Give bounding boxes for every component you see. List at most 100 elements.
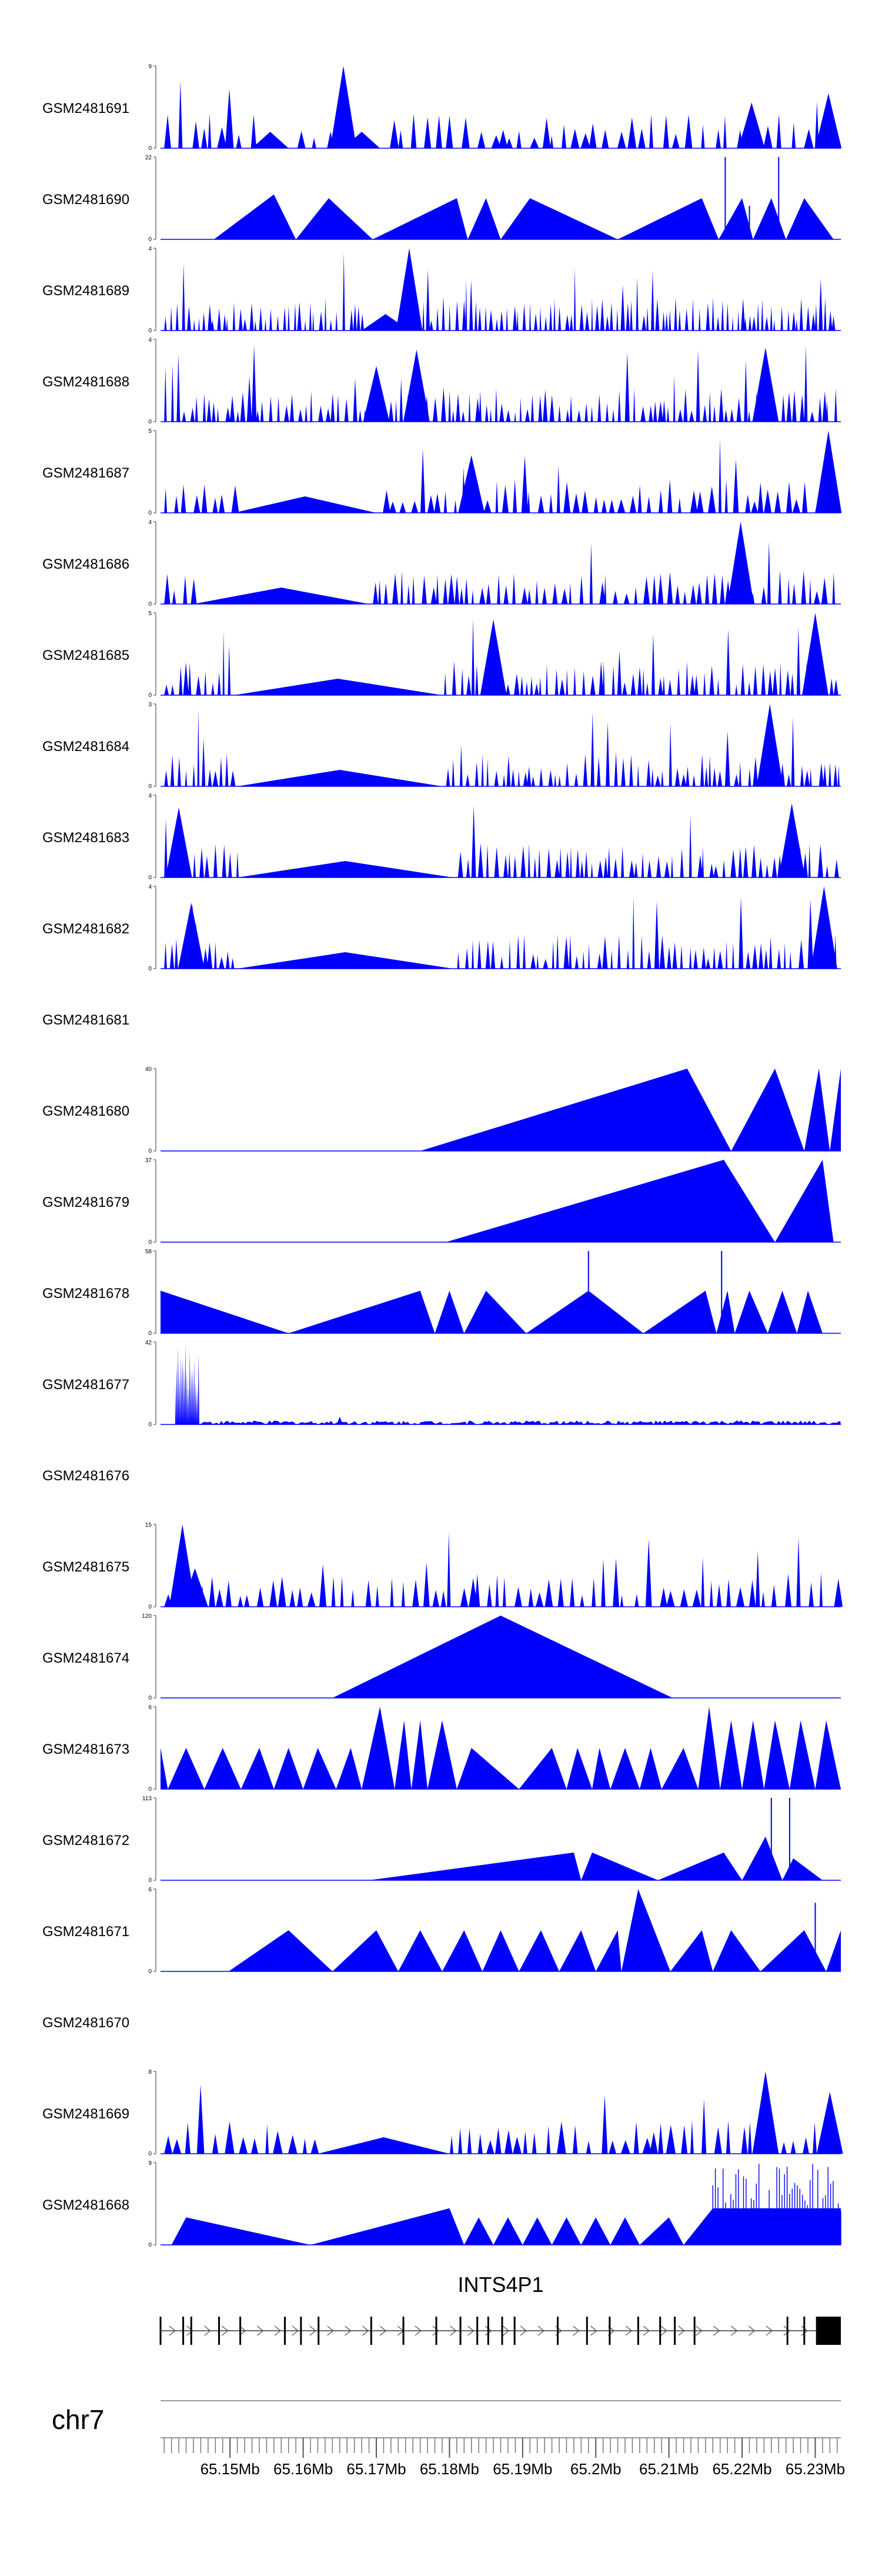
strand-arrow	[660, 2325, 667, 2336]
y-max-label: 6	[148, 1704, 152, 1711]
sample-label: GSM2481688	[42, 374, 129, 390]
y-min-label: 0	[148, 1148, 152, 1154]
sample-label: GSM2481680	[42, 1103, 129, 1119]
sample-label: GSM2481672	[42, 1833, 129, 1848]
track-gsm2481678-coverage	[161, 1290, 823, 1333]
track-gsm2481672-coverage	[369, 1836, 823, 1880]
y-min-label: 0	[148, 145, 152, 152]
track-gsm2481690-coverage	[213, 194, 834, 239]
track-gsm2481688-peak	[403, 349, 430, 422]
sample-label: GSM2481679	[42, 1194, 129, 1210]
strand-arrow	[783, 2325, 790, 2336]
track-gsm2481691-peak	[330, 66, 357, 148]
y-max-label: 4	[148, 519, 152, 526]
y-min-label: 0	[148, 1968, 152, 1975]
y-min-label: 0	[148, 1786, 152, 1793]
strand-arrow	[485, 2325, 492, 2336]
y-min-label: 0	[148, 2242, 152, 2248]
strand-arrow	[432, 2325, 439, 2336]
track-gsm2481677-peak	[336, 1416, 343, 1424]
track-gsm2481677-burst	[175, 1342, 199, 1424]
strand-arrow	[379, 2325, 387, 2336]
strand-arrow	[467, 2325, 475, 2336]
track-gsm2481669-peak	[816, 2092, 843, 2154]
track-gsm2481687-peak	[458, 455, 485, 513]
track-gsm2481682-gap-bridge	[237, 952, 453, 969]
sample-label: GSM2481669	[42, 2106, 129, 2122]
y-min-label: 0	[148, 601, 152, 608]
sample-label: GSM2481668	[42, 2197, 129, 2213]
y-max-label: 6	[148, 1887, 152, 1893]
strand-arrow	[625, 2325, 633, 2336]
strand-arrow	[169, 2325, 176, 2336]
sample-label: GSM2481687	[42, 465, 129, 481]
y-max-label: 58	[145, 1249, 152, 1255]
y-max-label: 22	[145, 155, 152, 161]
y-max-label: 4	[148, 884, 152, 890]
strand-arrow	[274, 2325, 282, 2336]
strand-arrow	[573, 2325, 580, 2336]
strand-arrow	[590, 2325, 597, 2336]
track-gsm2481684-coverage	[161, 709, 841, 786]
track-gsm2481691-gap-bridge	[252, 132, 289, 148]
track-gsm2481682-peak	[811, 886, 837, 969]
sample-label: GSM2481670	[42, 2015, 129, 2031]
y-min-label: 0	[148, 1330, 152, 1337]
strand-arrow	[415, 2325, 422, 2336]
y-min-label: 0	[148, 783, 152, 790]
genome-tick-label: 65.2Mb	[570, 2460, 622, 2478]
track-gsm2481685-peak	[480, 619, 507, 695]
track-gsm2481688-peak	[363, 366, 390, 422]
strand-arrow	[239, 2325, 246, 2336]
track-gsm2481671-coverage	[228, 1889, 841, 1971]
genome-tick-label: 65.18Mb	[420, 2460, 479, 2478]
track-gsm2481685-gap-bridge	[233, 679, 442, 695]
track-gsm2481684-gap-bridge	[237, 770, 442, 786]
y-max-label: 9	[148, 2160, 152, 2167]
track-gsm2481677-tail	[199, 1420, 841, 1424]
strand-arrow	[256, 2325, 264, 2336]
strand-arrow	[502, 2325, 510, 2336]
track-gsm2481683-peak	[165, 807, 192, 877]
track-gsm2481669-gap-bridge	[318, 2137, 450, 2154]
track-gsm2481669-coverage	[161, 2084, 841, 2154]
y-max-label: 15	[145, 1522, 152, 1529]
y-max-label: 5	[148, 610, 152, 617]
track-gsm2481687-gap-bridge	[233, 496, 376, 513]
track-gsm2481685-peak	[802, 613, 828, 695]
track-gsm2481673-coverage	[161, 1707, 841, 1789]
genome-tick-label: 65.15Mb	[201, 2460, 260, 2478]
sample-label: GSM2481682	[42, 921, 129, 937]
genome-tick-label: 65.19Mb	[493, 2460, 552, 2478]
y-max-label: 42	[145, 1340, 152, 1346]
sample-label: GSM2481686	[42, 556, 129, 572]
genome-tick-label: 65.16Mb	[273, 2460, 333, 2478]
track-gsm2481686-peak	[727, 522, 754, 604]
strand-arrow	[204, 2325, 211, 2336]
strand-arrow	[713, 2325, 720, 2336]
track-gsm2481682-coverage	[161, 896, 841, 969]
y-max-label: 4	[148, 337, 152, 343]
y-min-label: 0	[148, 236, 152, 243]
strand-arrow	[186, 2325, 193, 2336]
gene-name: INTS4P1	[457, 2273, 543, 2297]
strand-arrow	[748, 2325, 756, 2336]
track-gsm2481687-peak	[815, 431, 842, 513]
y-min-label: 0	[148, 1604, 152, 1610]
strand-arrow	[345, 2325, 352, 2336]
track-gsm2481691-peak	[738, 102, 765, 148]
strand-arrow	[801, 2325, 808, 2336]
strand-arrow	[362, 2325, 369, 2336]
sample-label: GSM2481678	[42, 1286, 129, 1302]
strand-arrow	[696, 2325, 703, 2336]
y-min-label: 0	[148, 2151, 152, 2157]
strand-arrow	[537, 2325, 544, 2336]
y-max-label: 8	[148, 2069, 152, 2076]
strand-arrow	[643, 2325, 650, 2336]
y-min-label: 0	[148, 875, 152, 881]
y-max-label: 120	[142, 1613, 152, 1620]
track-gsm2481683-coverage	[161, 805, 841, 877]
sample-label: GSM2481677	[42, 1377, 129, 1393]
strand-arrow	[520, 2325, 527, 2336]
sample-label: GSM2481671	[42, 1924, 129, 1940]
